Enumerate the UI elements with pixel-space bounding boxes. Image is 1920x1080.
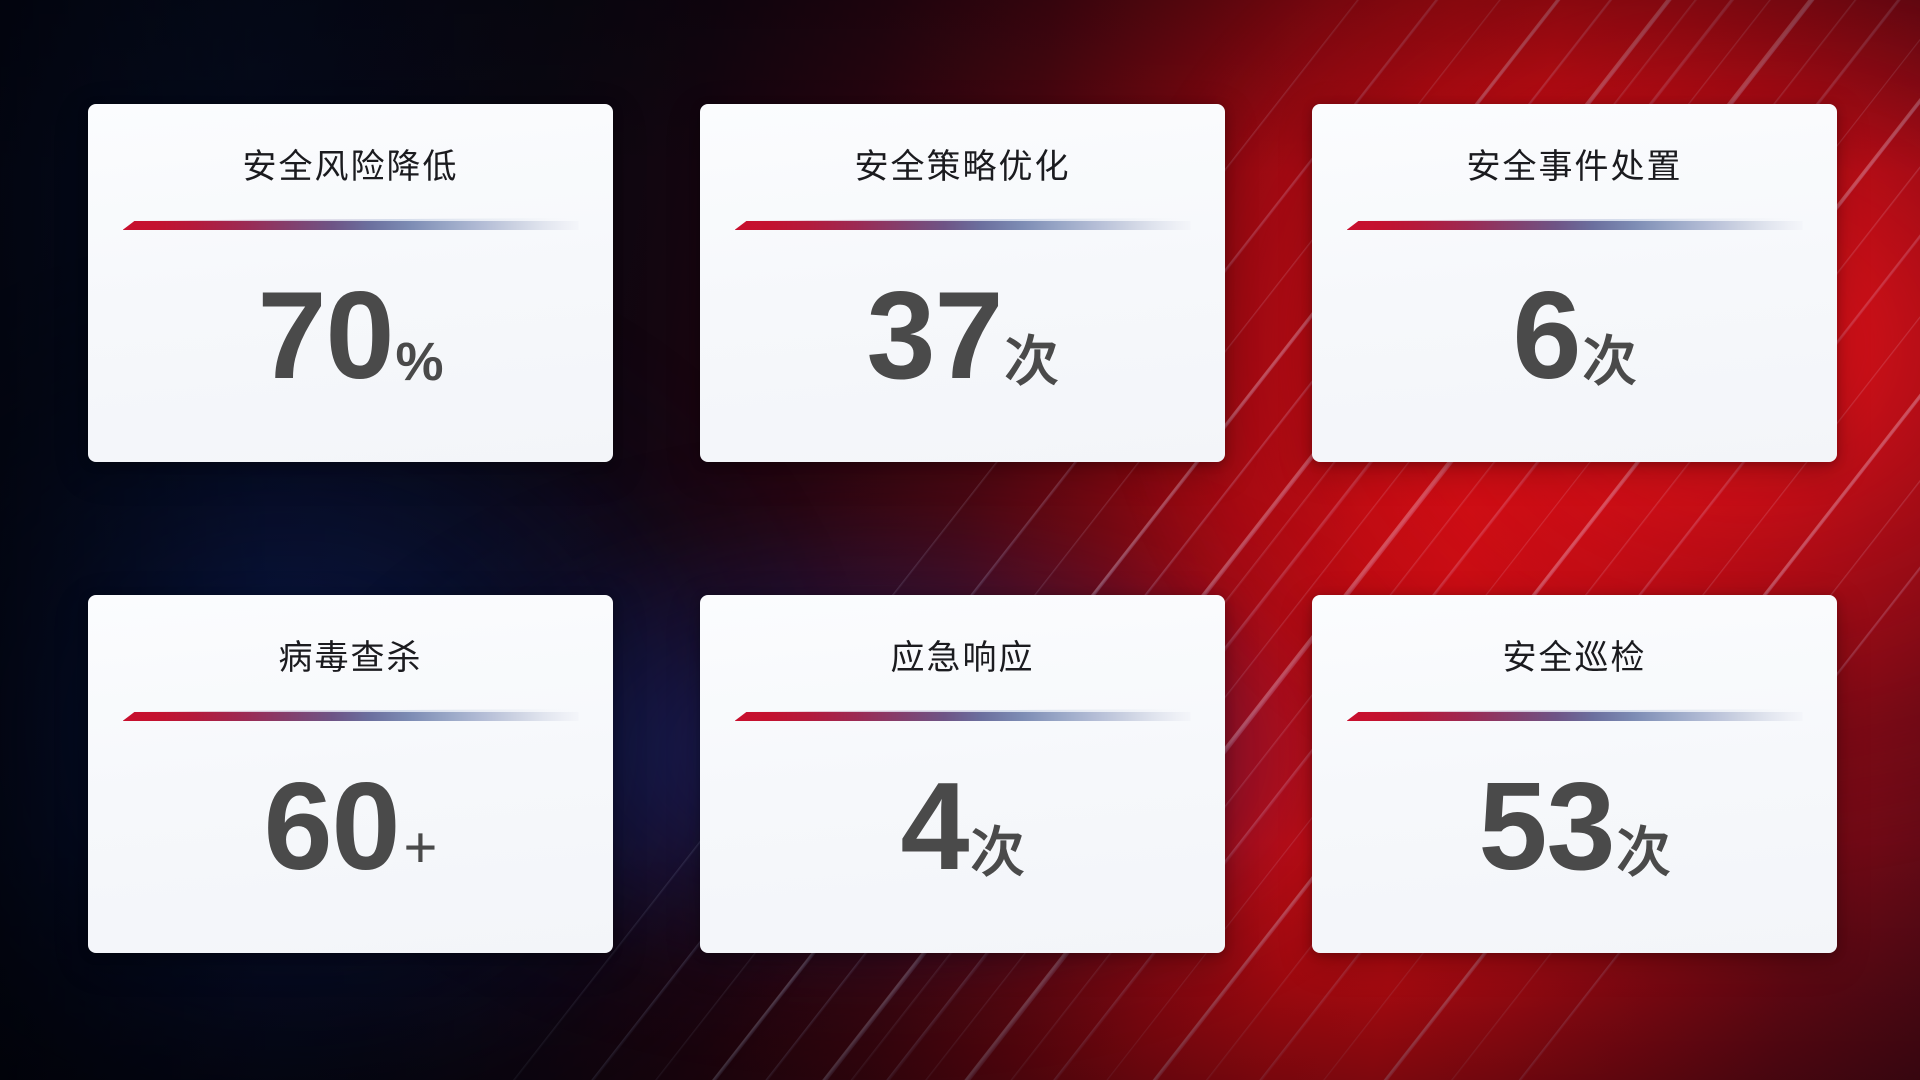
stat-card[interactable]: 病毒查杀 60 + — [88, 595, 613, 953]
divider-highlight — [132, 709, 579, 713]
stat-value-number: 37 — [866, 267, 1004, 405]
stat-card-value: 60 + — [264, 765, 438, 889]
divider-gradient-bar — [1346, 221, 1803, 230]
divider-gradient-bar — [734, 712, 1191, 721]
stat-card-title: 应急响应 — [890, 639, 1035, 677]
stat-card-grid: 安全风险降低 70 % 安全策略优化 37 次 安全事件处置 — [88, 104, 1837, 953]
stat-value-unit: 次 — [1616, 823, 1671, 883]
stat-card-title: 安全事件处置 — [1466, 148, 1683, 186]
stat-card-value: 37 次 — [867, 274, 1059, 398]
divider-gradient-bar — [734, 221, 1191, 230]
stat-card[interactable]: 安全巡检 53 次 — [1312, 595, 1837, 953]
stat-value-number: 6 — [1512, 267, 1582, 405]
stat-card-title: 安全巡检 — [1502, 639, 1647, 677]
stat-value-unit: + — [403, 815, 438, 880]
divider-gradient-bar — [122, 712, 579, 721]
stat-value-number: 4 — [900, 758, 970, 896]
stat-card-value: 53 次 — [1479, 765, 1671, 889]
stat-card-value: 4 次 — [901, 765, 1025, 889]
stat-card-divider — [1346, 218, 1803, 234]
stat-card-value: 70 % — [258, 274, 444, 398]
stat-card[interactable]: 安全事件处置 6 次 — [1312, 104, 1837, 462]
divider-highlight — [1356, 218, 1803, 222]
stat-value-unit: 次 — [1582, 332, 1637, 392]
stat-card-value: 6 次 — [1513, 274, 1637, 398]
stat-value-number: 53 — [1478, 758, 1616, 896]
stat-card-title: 安全风险降低 — [242, 148, 459, 186]
divider-highlight — [132, 218, 579, 222]
stat-value-unit: 次 — [970, 823, 1025, 883]
stat-card-divider — [122, 709, 579, 725]
divider-gradient-bar — [122, 221, 579, 230]
stat-card-divider — [122, 218, 579, 234]
stat-value-number: 70 — [257, 267, 395, 405]
stat-card-divider — [734, 218, 1191, 234]
divider-highlight — [1356, 709, 1803, 713]
stat-value-unit: 次 — [1004, 332, 1059, 392]
divider-gradient-bar — [1346, 712, 1803, 721]
stat-value-unit: % — [395, 332, 444, 392]
stat-value-number: 60 — [263, 758, 401, 896]
divider-highlight — [744, 218, 1191, 222]
stat-card[interactable]: 安全风险降低 70 % — [88, 104, 613, 462]
stat-card-title: 病毒查杀 — [278, 639, 423, 677]
stat-card[interactable]: 安全策略优化 37 次 — [700, 104, 1225, 462]
stat-card[interactable]: 应急响应 4 次 — [700, 595, 1225, 953]
divider-highlight — [744, 709, 1191, 713]
stat-card-divider — [1346, 709, 1803, 725]
stat-card-divider — [734, 709, 1191, 725]
stat-card-title: 安全策略优化 — [854, 148, 1071, 186]
